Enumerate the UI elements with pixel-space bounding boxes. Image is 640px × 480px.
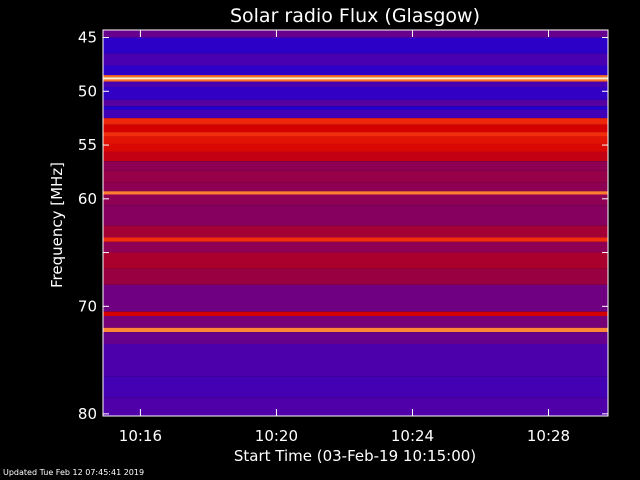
y-tick-label: 60 [78, 190, 97, 208]
frequency-band-31 [103, 316, 608, 328]
frequency-band-21 [103, 191, 608, 195]
frequency-band-35 [103, 376, 608, 398]
frequency-band-14 [103, 132, 608, 137]
frequency-band-7 [103, 81, 608, 87]
frequency-band-2 [103, 53, 608, 66]
frequency-band-24 [103, 225, 608, 238]
y-axis-label: Frequency [MHz] [48, 162, 66, 288]
frequency-band-0 [103, 30, 608, 38]
frequency-band-22 [103, 194, 608, 206]
frequency-band-30 [103, 311, 608, 316]
frequency-band-16 [103, 143, 608, 152]
frequency-band-33 [103, 332, 608, 344]
frequency-band-26 [103, 241, 608, 253]
frequency-band-10 [103, 106, 608, 110]
frequency-band-36 [103, 397, 608, 416]
y-tick-label: 80 [78, 405, 97, 423]
frequency-band-34 [103, 343, 608, 377]
x-tick-label: 10:28 [527, 427, 570, 445]
frequency-band-6 [103, 79, 608, 82]
spectrogram-heatmap [103, 30, 608, 416]
frequency-band-28 [103, 268, 608, 285]
axis-ticks: 45 50 55 60 70 80 10:16 10:20 10:24 10:28 [78, 29, 608, 445]
frequency-band-32 [103, 327, 608, 333]
frequency-band-27 [103, 252, 608, 269]
update-timestamp: Updated Tue Feb 12 07:45:41 2019 [3, 468, 145, 477]
frequency-band-25 [103, 237, 608, 242]
frequency-band-23 [103, 205, 608, 226]
plot-frame [102, 29, 609, 417]
frequency-band-1 [103, 37, 608, 54]
frequency-band-15 [103, 136, 608, 144]
frequency-band-17 [103, 151, 608, 162]
frequency-band-8 [103, 86, 608, 100]
x-tick-label: 10:24 [391, 427, 434, 445]
frequency-band-29 [103, 284, 608, 312]
frequency-band-13 [103, 124, 608, 133]
x-tick-label: 10:20 [255, 427, 298, 445]
x-axis-label: Start Time (03-Feb-19 10:15:00) [234, 447, 476, 465]
frequency-band-3 [103, 65, 608, 76]
y-tick-label: 55 [78, 136, 97, 154]
frequency-band-19 [103, 170, 608, 183]
x-tick-label: 10:16 [119, 427, 162, 445]
frequency-band-18 [103, 161, 608, 171]
frequency-band-5 [103, 77, 608, 80]
frequency-band-12 [103, 118, 608, 125]
y-tick-label: 45 [78, 29, 97, 47]
chart-title: Solar radio Flux (Glasgow) [230, 5, 480, 27]
frequency-band-20 [103, 182, 608, 192]
frequency-band-4 [103, 75, 608, 78]
y-tick-label: 50 [78, 82, 97, 100]
frequency-band-9 [103, 99, 608, 107]
frequency-band-11 [103, 109, 608, 119]
y-tick-label: 70 [78, 297, 97, 315]
